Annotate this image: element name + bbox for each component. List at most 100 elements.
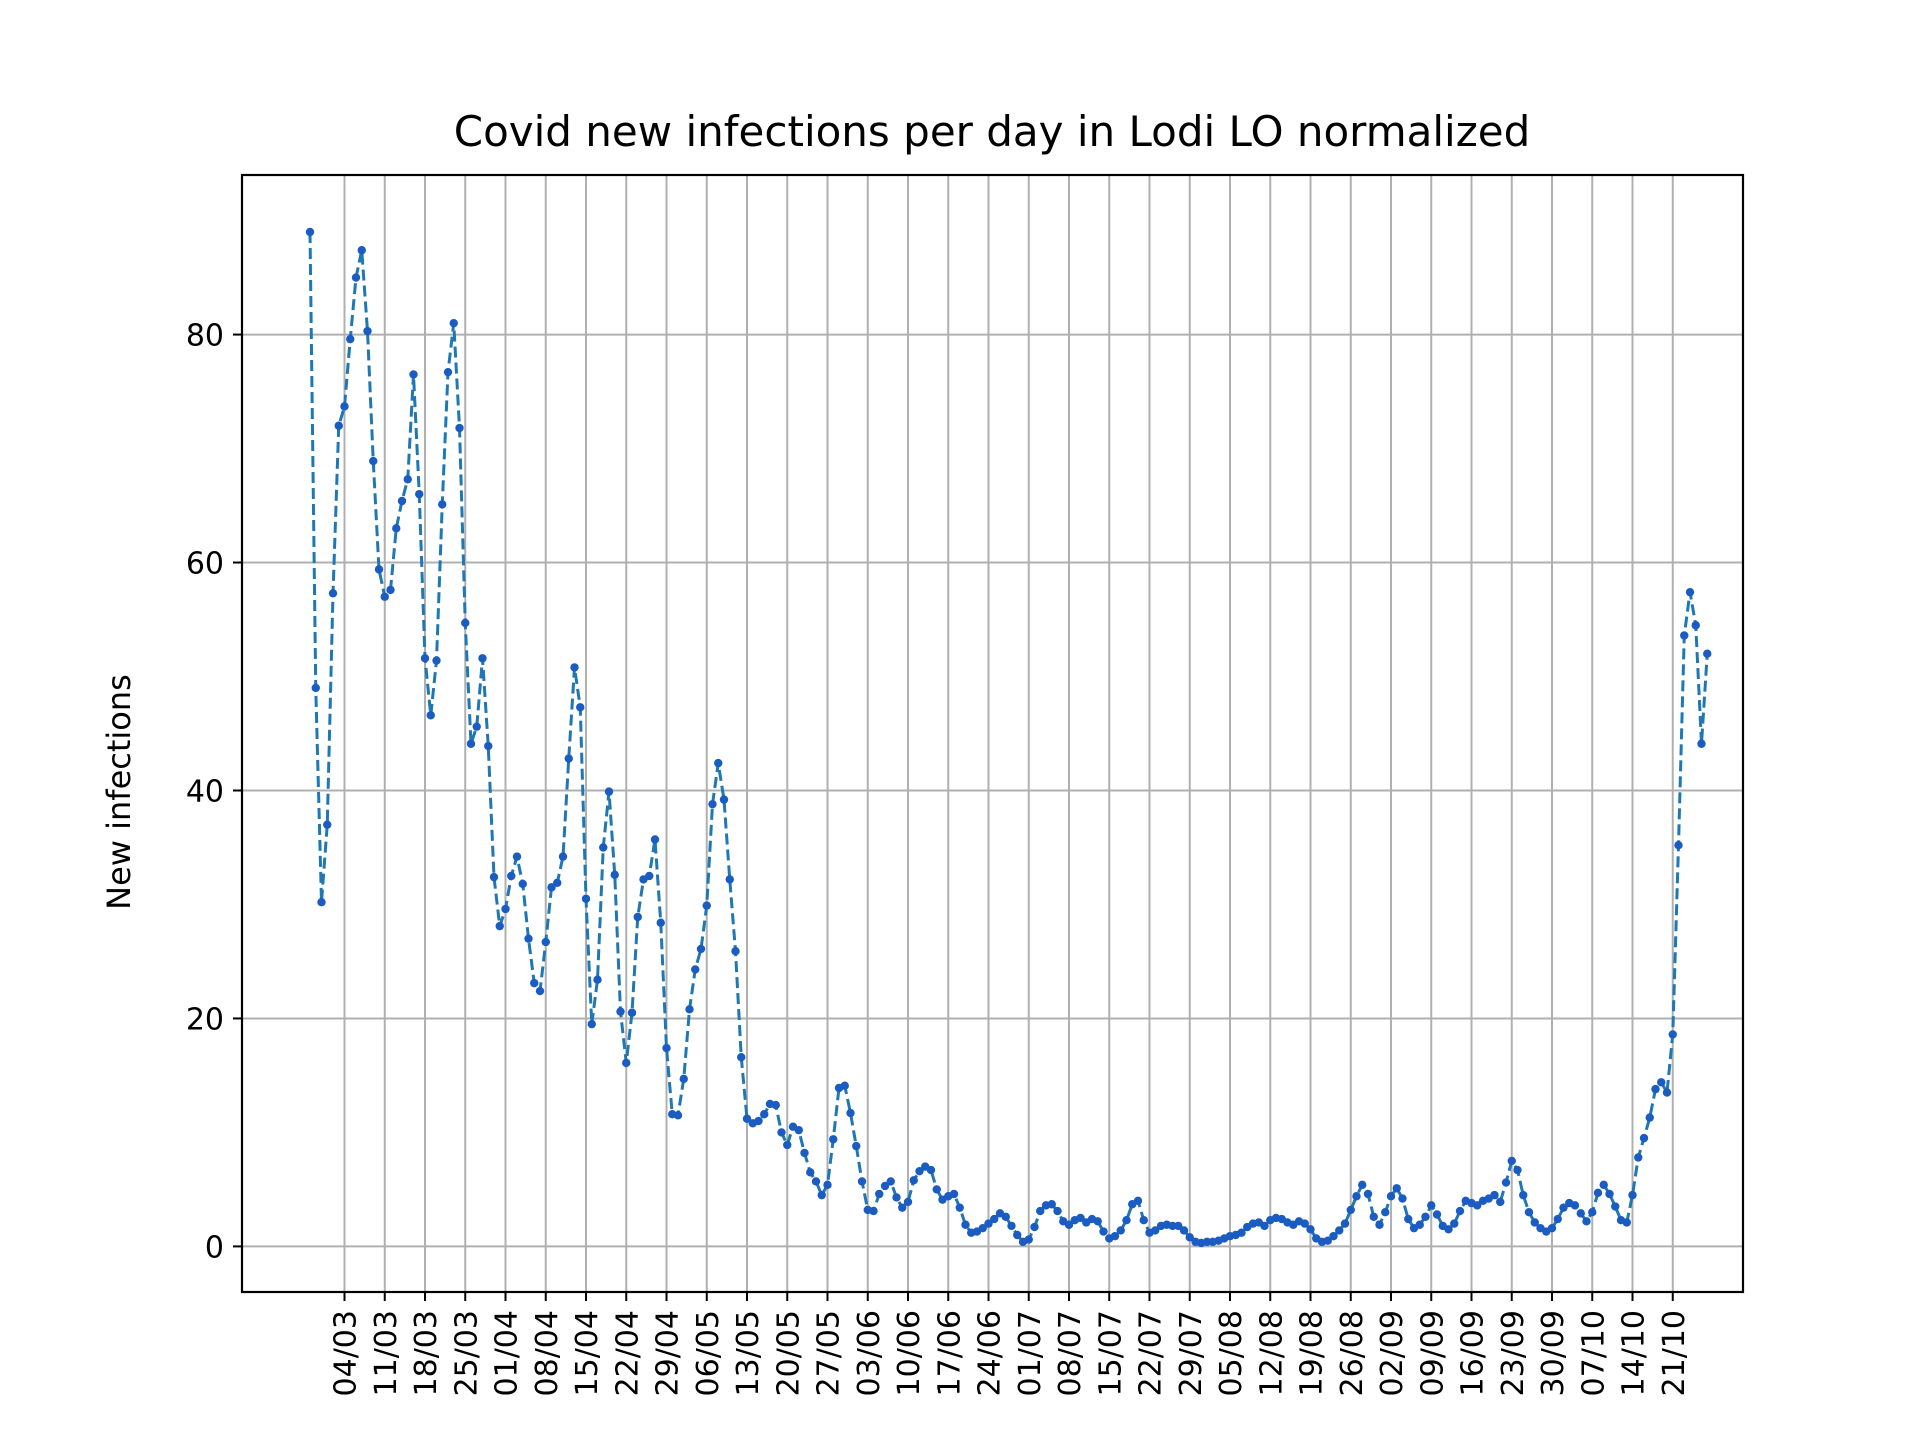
data-point: [409, 370, 418, 379]
x-tick-label: 27/05: [812, 1310, 847, 1396]
data-point: [679, 1074, 688, 1084]
x-tick-label: 20/05: [771, 1310, 806, 1396]
data-point: [553, 878, 562, 888]
data-point: [512, 852, 522, 861]
x-tick-label: 25/03: [449, 1310, 484, 1396]
data-point: [840, 1081, 849, 1090]
data-point: [1662, 1088, 1672, 1097]
data-point: [541, 937, 550, 947]
data-point: [1473, 1201, 1482, 1210]
x-tick-label: 26/08: [1335, 1310, 1370, 1396]
data-point: [1530, 1218, 1539, 1227]
data-point: [317, 897, 326, 907]
data-point: [1139, 1215, 1148, 1225]
data-point: [702, 901, 711, 910]
data-point: [1599, 1180, 1608, 1190]
data-point: [466, 739, 476, 748]
data-point: [1421, 1212, 1430, 1221]
data-point: [432, 656, 441, 665]
data-point: [530, 978, 539, 988]
data-point: [1691, 621, 1700, 630]
data-point: [403, 475, 412, 484]
data-point: [507, 871, 516, 881]
data-point: [323, 820, 332, 829]
data-point: [1553, 1214, 1562, 1224]
data-point: [1381, 1208, 1390, 1217]
data-point: [932, 1185, 941, 1194]
data-point: [311, 683, 320, 693]
data-point: [1398, 1194, 1407, 1203]
x-tick-label: 06/05: [691, 1310, 726, 1396]
data-point: [754, 1116, 763, 1126]
x-tick-label: 21/10: [1657, 1310, 1692, 1396]
data-point: [1628, 1190, 1637, 1200]
data-point: [949, 1189, 959, 1199]
data-point: [1657, 1078, 1666, 1087]
data-point: [1306, 1225, 1315, 1234]
data-point: [1524, 1208, 1534, 1217]
data-point: [800, 1148, 809, 1158]
data-point: [1611, 1202, 1620, 1211]
data-point: [518, 879, 527, 889]
data-point: [1576, 1209, 1585, 1218]
data-point: [1185, 1233, 1194, 1242]
data-point: [1110, 1231, 1120, 1241]
data-point: [886, 1177, 895, 1186]
data-point: [581, 894, 591, 903]
data-point: [1358, 1180, 1367, 1190]
data-point: [645, 871, 654, 881]
data-point: [1099, 1227, 1108, 1236]
data-point: [1645, 1113, 1654, 1122]
data-point: [806, 1168, 815, 1177]
data-point: [650, 835, 660, 844]
x-tick-label: 08/04: [530, 1310, 565, 1396]
data-point: [1151, 1226, 1160, 1235]
data-point: [915, 1166, 924, 1176]
data-point: [604, 787, 614, 796]
data-point: [449, 318, 458, 328]
data-point: [627, 1008, 637, 1017]
x-tick-label: 01/07: [1013, 1310, 1048, 1396]
data-point: [846, 1108, 855, 1118]
data-point: [1335, 1226, 1344, 1235]
data-point: [1116, 1226, 1125, 1235]
data-point: [1634, 1153, 1643, 1162]
data-point: [1093, 1217, 1102, 1226]
data-point: [1622, 1218, 1631, 1227]
data-point: [691, 965, 700, 974]
data-point: [1415, 1220, 1424, 1229]
data-point: [1703, 649, 1712, 658]
data-point: [351, 273, 361, 282]
data-point: [903, 1197, 913, 1207]
data-point: [1202, 1237, 1212, 1247]
data-point: [616, 1007, 625, 1016]
data-point: [1375, 1220, 1384, 1229]
data-point: [1260, 1221, 1269, 1231]
data-point: [1547, 1223, 1557, 1233]
data-point: [587, 1019, 596, 1029]
data-point: [1450, 1219, 1459, 1228]
data-point: [783, 1140, 792, 1150]
data-point: [524, 934, 533, 943]
y-tick-label: 20: [186, 1002, 224, 1037]
data-point: [984, 1219, 993, 1228]
data-point: [501, 904, 510, 914]
data-point: [811, 1177, 821, 1186]
data-point: [978, 1223, 987, 1233]
x-tick-label: 01/04: [490, 1310, 525, 1396]
data-point: [1427, 1201, 1436, 1210]
x-tick-label: 13/05: [731, 1310, 766, 1396]
data-point: [1369, 1212, 1378, 1221]
data-point: [1323, 1236, 1332, 1245]
data-point: [1588, 1208, 1597, 1217]
data-point: [852, 1141, 861, 1151]
data-point: [1490, 1190, 1499, 1200]
data-point: [892, 1193, 901, 1202]
chart-title: Covid new infections per day in Lodi LO …: [454, 107, 1531, 156]
data-point: [461, 618, 470, 628]
data-point: [737, 1053, 746, 1062]
data-point: [593, 975, 602, 984]
